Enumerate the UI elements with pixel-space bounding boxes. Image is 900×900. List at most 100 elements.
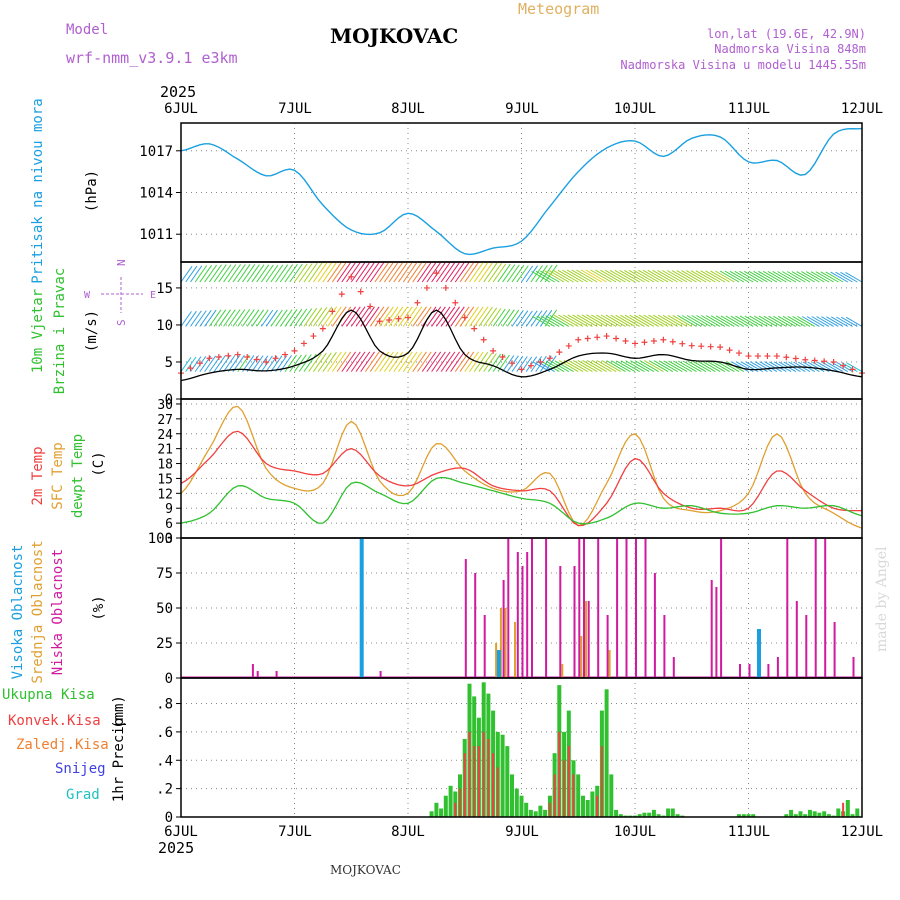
- wind-arrow: [379, 351, 394, 372]
- gust-marker: [594, 334, 601, 341]
- wind-arrow: [251, 355, 264, 372]
- wind-arrow: [767, 270, 787, 283]
- top-date-axis: 6JUL 7JUL 8JUL 9JUL 10JUL 11JUL 12JUL: [164, 101, 883, 117]
- wind-arrow: [557, 269, 579, 283]
- gust-marker: [802, 356, 809, 363]
- wind-arrow: [516, 310, 529, 327]
- wind-arrow: [364, 351, 380, 372]
- gust-marker: [707, 343, 714, 350]
- legend-hail: Grad: [66, 787, 100, 803]
- wind-arrow: [227, 264, 242, 283]
- wind-arrow: [312, 307, 328, 327]
- gust-marker: [698, 343, 705, 350]
- wind-arrow: [464, 351, 479, 372]
- wind-arrow: [616, 360, 636, 373]
- wind-arrow: [194, 265, 208, 283]
- low-cloud-bar: [767, 664, 770, 678]
- wind-arrow: [256, 309, 269, 327]
- total-rain-bar: [826, 814, 831, 817]
- mid-cloud-bar: [585, 601, 587, 678]
- wind-arrow: [763, 315, 782, 327]
- gust-marker: [348, 273, 355, 280]
- gust-marker: [461, 314, 468, 321]
- wind-arrow: [204, 309, 217, 327]
- y-tick-label: 12: [157, 487, 173, 502]
- gust-marker: [650, 337, 657, 344]
- bottom-tick-label: 6JUL: [164, 824, 198, 840]
- total-rain-bar: [528, 809, 533, 817]
- wind-arrow: [454, 262, 470, 283]
- dewpoint-line: [180, 476, 863, 525]
- low-cloud-bar: [805, 615, 808, 678]
- total-rain-bar: [618, 814, 623, 817]
- wind-arrow: [544, 264, 558, 283]
- wind-arrow: [502, 264, 516, 283]
- low-cloud-bar: [464, 559, 467, 678]
- low-cloud-bar: [526, 552, 529, 678]
- gust-marker: [357, 288, 364, 295]
- gust-marker: [745, 353, 752, 360]
- total-rain-bar: [609, 774, 614, 817]
- wind-arrow: [431, 351, 446, 372]
- wind-arrow: [532, 315, 551, 327]
- total-rain-bar: [666, 808, 671, 817]
- wind-arrow: [289, 354, 302, 372]
- gust-marker: [215, 354, 222, 361]
- wind-arrow: [590, 269, 612, 283]
- compass-west: W: [84, 290, 91, 301]
- gust-marker: [849, 366, 856, 373]
- wind-arrow: [412, 306, 427, 327]
- wind-arrow: [275, 355, 288, 372]
- gust-marker: [773, 353, 780, 360]
- wind-arrow: [657, 269, 678, 283]
- wind-arrow: [426, 306, 442, 327]
- wind-arrow: [657, 314, 678, 327]
- gust-marker: [613, 335, 620, 342]
- wind-arrow: [487, 353, 502, 372]
- panel-frame: [180, 677, 863, 818]
- gust-marker: [196, 360, 203, 367]
- low-cloud-bar: [833, 622, 836, 678]
- wind-arrow: [782, 271, 801, 283]
- wind-arrow: [402, 351, 418, 372]
- gust-marker: [405, 314, 411, 321]
- total-rain-bar: [448, 785, 453, 817]
- wind-arrow: [711, 360, 730, 373]
- total-rain-bar: [524, 802, 529, 817]
- wind-arrow: [606, 360, 626, 373]
- wind-arrow: [190, 310, 202, 327]
- total-rain-bar: [675, 814, 680, 817]
- gust-marker: [811, 357, 818, 364]
- wind-arrow: [548, 270, 570, 283]
- wind-arrow: [690, 270, 711, 283]
- mid-cloud-bar: [561, 664, 564, 678]
- low-cloud-bar: [521, 566, 524, 678]
- wind-arrow: [620, 360, 640, 373]
- y-tick-label: 24: [157, 428, 173, 443]
- wind-arrow: [758, 315, 778, 327]
- y-tick-label: 30: [157, 398, 173, 413]
- wind-arrow: [435, 262, 451, 283]
- total-rain-bar: [812, 811, 817, 817]
- wind-arrow: [308, 307, 323, 327]
- pressure-line: [180, 127, 863, 256]
- wind-arrow: [586, 359, 607, 373]
- mid-cloud-bar: [608, 650, 611, 678]
- y-tick-label: .6: [156, 725, 173, 741]
- wind-arrow: [308, 262, 323, 283]
- pressure-unit: (hPa): [84, 170, 100, 212]
- wind-arrow: [440, 351, 456, 372]
- wind-arrow: [473, 262, 489, 283]
- wind-arrow: [208, 264, 222, 283]
- pressure-title: Pritisak na nivou mora: [30, 98, 46, 283]
- convective-rain-bar: [487, 739, 490, 817]
- wind-arrow: [777, 315, 797, 327]
- convective-rain-bar: [563, 760, 566, 817]
- wind-arrow: [383, 262, 399, 283]
- wind-arrow: [792, 315, 811, 327]
- wind-arrow: [744, 315, 763, 327]
- wind-arrow: [256, 264, 270, 283]
- wind-arrow: [768, 315, 787, 327]
- gust-marker: [253, 356, 260, 363]
- model-name: wrf-nmm_v3.9.1 e3km: [66, 49, 238, 67]
